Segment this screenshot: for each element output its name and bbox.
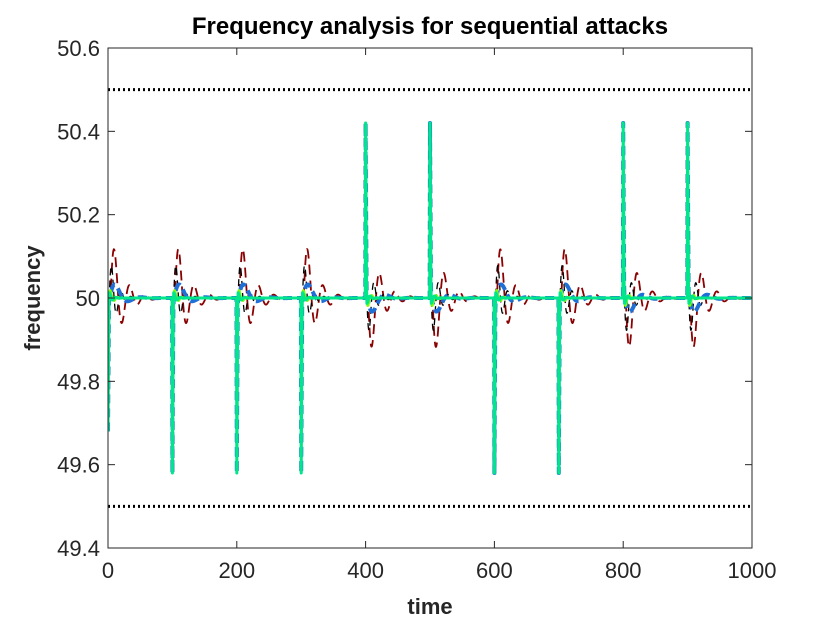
chart-title: Frequency analysis for sequential attack… [192,13,668,40]
y-tick-label: 50.2 [57,203,100,228]
y-tick-label: 49.8 [57,369,100,394]
x-axis-title: time [407,594,452,619]
x-tick-label: 800 [605,558,642,583]
x-tick-label: 200 [218,558,255,583]
y-tick-label: 49.4 [57,536,100,561]
y-tick-label: 49.6 [57,453,100,478]
x-tick-label: 0 [102,558,114,583]
series-line-4 [108,121,752,475]
x-tick-label: 1000 [728,558,777,583]
y-tick-label: 50.4 [57,119,100,144]
x-tick-label: 600 [476,558,513,583]
x-tick-label: 400 [347,558,384,583]
y-axis-title: frequency [20,245,45,351]
y-tick-label: 50.6 [57,36,100,61]
y-tick-label: 50 [76,286,100,311]
